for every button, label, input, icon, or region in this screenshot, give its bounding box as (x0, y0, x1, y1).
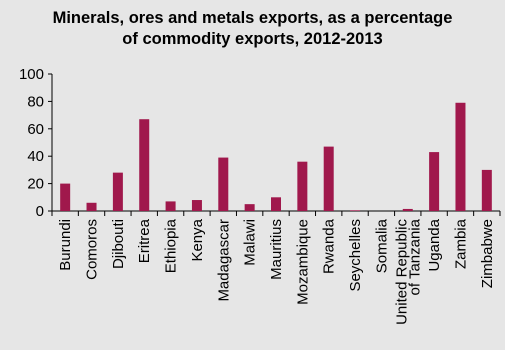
x-category-label: Madagascar (215, 219, 232, 302)
x-category-label: Ethiopia (163, 218, 180, 273)
x-category-label: Zimbabwe (479, 219, 496, 288)
x-category-label: Uganda (426, 218, 443, 271)
x-category-label: Somalia (373, 218, 390, 273)
bar (271, 197, 281, 211)
bar (86, 202, 97, 211)
y-tick-label: 100 (19, 66, 44, 83)
bar (402, 208, 413, 211)
x-category-label: of Tanzania (406, 218, 423, 295)
y-tick-label: 0 (36, 203, 44, 220)
x-category-label: United Republic (393, 219, 410, 325)
x-category-label: Djibouti (110, 219, 127, 269)
x-category-label: Burundi (57, 219, 74, 271)
chart-title-line-1: Minerals, ores and metals exports, as a … (52, 9, 453, 27)
x-category-label: Mozambique (294, 219, 311, 305)
bar (350, 210, 361, 211)
bar (429, 152, 440, 211)
x-category-label: Mauritius (268, 219, 285, 280)
y-tick-label: 20 (27, 176, 44, 193)
bar (297, 161, 308, 211)
bar (455, 102, 466, 211)
bar (60, 183, 71, 211)
y-tick-label: 60 (27, 121, 44, 138)
x-category-label: Eritrea (136, 218, 153, 263)
y-tick-label: 80 (27, 93, 44, 110)
bar (139, 119, 150, 211)
x-category-label: Seychelles (347, 219, 364, 292)
bar (323, 146, 334, 211)
bar (481, 169, 492, 211)
x-category-label: Malawi (242, 219, 259, 266)
x-category-label: Zambia (452, 218, 469, 269)
bar (191, 200, 202, 211)
bar (218, 157, 229, 211)
y-tick-label: 40 (27, 148, 44, 165)
chart-title-line-2: of commodity exports, 2012-2013 (122, 30, 383, 48)
bar (112, 172, 123, 211)
chart-title: Minerals, ores and metals exports, as a … (0, 8, 505, 50)
bar (165, 201, 176, 211)
x-category-label: Kenya (189, 218, 206, 261)
x-category-label: Comoros (84, 219, 101, 280)
bar (244, 204, 255, 211)
x-category-label: Rwanda (321, 218, 338, 274)
